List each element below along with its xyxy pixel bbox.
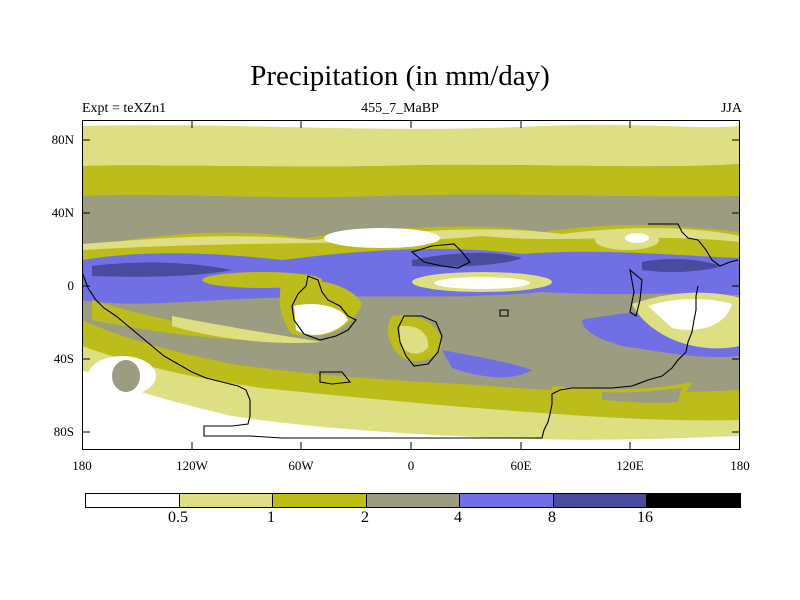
legend-label-0-5: 0.5 xyxy=(168,509,188,526)
coastline-small-island xyxy=(499,309,509,317)
lon-tick-180w: 180 xyxy=(72,458,92,473)
coastline-island xyxy=(629,268,643,317)
legend-swatch-5 xyxy=(553,494,648,507)
legend-swatch-4 xyxy=(460,494,554,507)
coastlines xyxy=(82,223,739,439)
coastline-contour xyxy=(82,271,699,439)
southern-ocean-gray xyxy=(602,388,682,403)
atlantic-heavy-rain-core xyxy=(412,252,522,267)
legend-label-8: 8 xyxy=(548,509,556,526)
africa-yellow xyxy=(400,325,429,354)
legend-label-4: 4 xyxy=(454,509,462,526)
asia-dry-patch xyxy=(625,233,649,243)
lat-tick-0: 0 xyxy=(67,278,75,293)
lat-tick-80s: 80S xyxy=(53,424,74,439)
lat-tick-80n: 80N xyxy=(51,132,74,147)
legend-swatch-3 xyxy=(366,494,461,507)
legend-label-2: 2 xyxy=(361,509,369,526)
coastline-north-africa xyxy=(410,243,471,269)
coastline-south-america xyxy=(291,275,357,341)
period-label: 455_7_MaBP xyxy=(361,101,439,116)
equatorial-atlantic-dry-patch xyxy=(434,277,530,289)
southwest-gray-spot xyxy=(112,360,140,392)
north-polar-band xyxy=(82,120,740,167)
lat-tick-40n: 40N xyxy=(51,205,74,220)
south-america-dry-patch xyxy=(294,303,348,335)
lon-tick-120e: 120E xyxy=(616,458,644,473)
lat-tick-40s: 40S xyxy=(53,351,74,366)
north-olive-band xyxy=(82,164,740,198)
plot-title: Precipitation (in mm/day) xyxy=(250,60,550,92)
south-pacific-olive-tongue xyxy=(92,300,282,341)
axis-ticks xyxy=(82,120,740,450)
itcz-wet-band xyxy=(82,248,740,304)
coastline-asia xyxy=(648,223,739,267)
coastline-south-island xyxy=(319,371,352,385)
australia-dry-patch xyxy=(648,299,732,330)
precipitation-map xyxy=(82,120,740,450)
south-polar-dry-band xyxy=(82,370,740,450)
legend-swatch-0 xyxy=(86,494,180,507)
pacific-heavy-rain-core xyxy=(92,262,232,277)
west-pacific-heavy-rain-core xyxy=(642,259,722,273)
north-atlantic-dry-patch xyxy=(324,228,440,248)
south-atlantic-wet xyxy=(442,350,532,378)
lon-tick-180e: 180 xyxy=(730,458,750,473)
coastline-africa xyxy=(397,315,443,367)
season-label: JJA xyxy=(720,101,742,116)
experiment-label: Expt = teXZn1 xyxy=(82,101,167,116)
legend-label-1: 1 xyxy=(267,509,275,526)
legend-label-16: 16 xyxy=(637,509,653,526)
lon-tick-120w: 120W xyxy=(176,458,208,473)
map-svg xyxy=(82,120,740,450)
legend-swatch-6 xyxy=(647,494,741,507)
lon-tick-60e: 60E xyxy=(510,458,532,473)
map-fields xyxy=(82,120,740,450)
lon-tick-0: 0 xyxy=(407,458,415,473)
lon-tick-60w: 60W xyxy=(288,458,314,473)
legend-swatch-1 xyxy=(179,494,274,507)
legend-colorbar xyxy=(85,493,741,508)
legend-swatch-2 xyxy=(273,494,367,507)
south-pacific-yellow-tongue xyxy=(172,316,322,344)
